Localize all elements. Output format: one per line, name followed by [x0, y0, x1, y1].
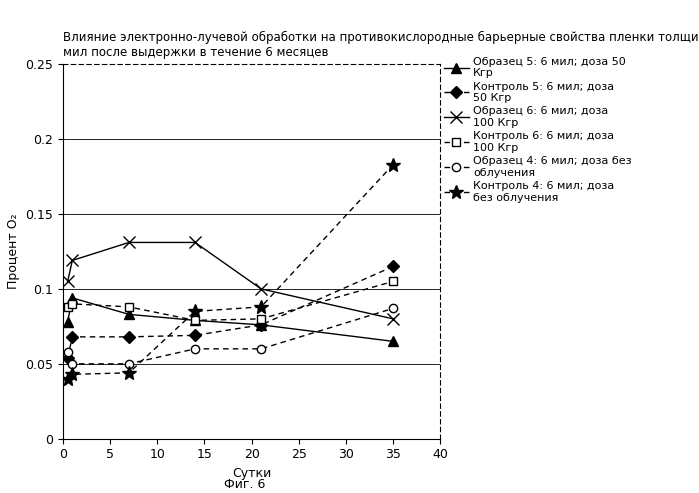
Text: Фиг. 6: Фиг. 6: [224, 478, 266, 491]
Legend: Образец 5: 6 мил; доза 50
Кгр, Контроль 5: 6 мил; доза
50 Кгр, Образец 6: 6 мил;: Образец 5: 6 мил; доза 50 Кгр, Контроль …: [444, 57, 632, 203]
Text: Влияние электронно-лучевой обработки на противокислородные барьерные свойства пл: Влияние электронно-лучевой обработки на …: [63, 31, 699, 59]
Y-axis label: Процент О₂: Процент О₂: [6, 213, 20, 289]
X-axis label: Сутки: Сутки: [232, 467, 271, 480]
